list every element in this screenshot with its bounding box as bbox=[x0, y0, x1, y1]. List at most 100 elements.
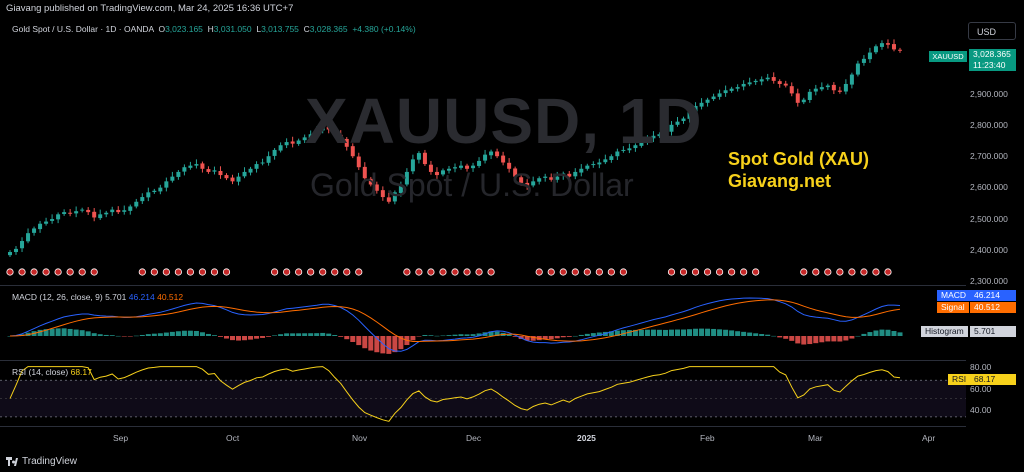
signal-axis-value: 40.512 bbox=[970, 302, 1016, 313]
macd-histogram-bar bbox=[290, 333, 296, 336]
low-key: L bbox=[256, 24, 262, 34]
macd-histogram-bar bbox=[656, 329, 662, 336]
watermark-name: Gold Spot / U.S. Dollar bbox=[310, 167, 634, 203]
close-value: 3,028.365 bbox=[309, 24, 348, 34]
legend-title: Gold Spot / U.S. Dollar · 1D · OANDA bbox=[12, 24, 154, 34]
economic-event-marker bbox=[715, 268, 724, 276]
candle-body bbox=[495, 151, 500, 157]
economic-event-marker bbox=[535, 268, 543, 276]
currency-button[interactable]: USD bbox=[968, 22, 1016, 40]
time-tick: 2025 bbox=[577, 433, 596, 443]
candle-body bbox=[867, 52, 872, 60]
candle-body bbox=[320, 126, 325, 131]
economic-event-marker bbox=[138, 268, 146, 276]
macd-histogram-bar bbox=[813, 336, 819, 344]
candle-body bbox=[663, 131, 668, 134]
candle-body bbox=[152, 190, 157, 193]
overlay-text: Spot Gold (XAU) Giavang.net bbox=[728, 148, 869, 192]
candle-body bbox=[573, 171, 578, 177]
macd-histogram-bar bbox=[476, 333, 482, 336]
candle-body bbox=[609, 156, 614, 160]
macd-histogram-bar bbox=[187, 330, 193, 336]
macd-histogram-bar bbox=[620, 330, 626, 336]
candle-body bbox=[248, 168, 253, 173]
macd-histogram-bar bbox=[217, 336, 223, 337]
economic-event-marker bbox=[90, 268, 98, 276]
macd-histogram-bar bbox=[242, 336, 248, 341]
pane-separator[interactable] bbox=[0, 360, 966, 361]
macd-histogram-bar bbox=[650, 329, 656, 336]
macd-histogram-bar bbox=[368, 336, 374, 351]
candle-body bbox=[747, 82, 752, 85]
economic-event-marker bbox=[283, 268, 291, 276]
macd-histogram-bar bbox=[350, 336, 356, 342]
candle-body bbox=[164, 181, 169, 188]
macd-histogram-bar bbox=[103, 334, 109, 336]
macd-histogram-bar bbox=[681, 329, 687, 336]
open-value: 3,023.165 bbox=[165, 24, 203, 34]
candle-body bbox=[795, 93, 800, 103]
macd-histogram-bar bbox=[338, 336, 344, 337]
economic-event-marker bbox=[583, 268, 591, 276]
candle-body bbox=[254, 164, 259, 169]
candle-body bbox=[783, 83, 788, 86]
price-tick: 2,700.000 bbox=[970, 151, 1008, 161]
candle-body bbox=[224, 175, 229, 179]
macd-histogram-bar bbox=[43, 329, 49, 336]
economic-event-marker bbox=[403, 268, 411, 276]
time-tick: Feb bbox=[700, 433, 715, 443]
watermark-symbol: XAUUSD, 1D bbox=[305, 85, 703, 157]
economic-event-marker bbox=[439, 268, 447, 276]
candle-body bbox=[104, 212, 109, 215]
macd-histogram-bar bbox=[542, 336, 548, 340]
macd-histogram-bar bbox=[133, 335, 139, 337]
macd-histogram-bar bbox=[777, 336, 783, 338]
economic-event-marker bbox=[619, 268, 627, 276]
macd-histogram-bar bbox=[614, 330, 620, 336]
economic-event-marker bbox=[415, 268, 423, 276]
pane-separator[interactable] bbox=[0, 285, 966, 286]
candle-body bbox=[519, 177, 524, 183]
economic-event-marker bbox=[427, 268, 435, 276]
macd-histogram-bar bbox=[308, 333, 314, 336]
macd-histogram-bar bbox=[73, 329, 79, 336]
economic-event-marker bbox=[42, 268, 50, 276]
open-key: O bbox=[158, 24, 166, 34]
economic-event-marker bbox=[174, 268, 182, 276]
economic-event-marker bbox=[559, 268, 567, 276]
economic-event-marker bbox=[872, 268, 880, 276]
candle-body bbox=[284, 142, 289, 146]
macd-histogram-bar bbox=[807, 336, 813, 345]
candle-body bbox=[777, 81, 782, 84]
macd-histogram-bar bbox=[320, 332, 326, 336]
macd-line-value: 46.214 bbox=[128, 292, 155, 302]
candle-body bbox=[489, 151, 494, 156]
economic-event-marker bbox=[547, 268, 555, 276]
candle-body bbox=[326, 126, 331, 130]
economic-event-marker bbox=[451, 268, 459, 276]
macd-histogram-bar bbox=[151, 333, 157, 336]
rsi-tick: 40.00 bbox=[970, 405, 992, 415]
candle-body bbox=[410, 159, 415, 172]
candle-body bbox=[122, 210, 127, 212]
macd-histogram-bar bbox=[446, 335, 452, 336]
economic-event-marker bbox=[331, 268, 339, 276]
macd-histogram-bar bbox=[554, 336, 560, 339]
macd-histogram-bar bbox=[626, 330, 632, 336]
macd-histogram-bar bbox=[464, 334, 470, 336]
price-tick: 2,600.000 bbox=[970, 182, 1008, 192]
candle-body bbox=[134, 201, 139, 207]
macd-histogram-bar bbox=[272, 335, 278, 336]
price-tag-symbol: XAUUSD bbox=[929, 51, 967, 62]
candle-body bbox=[278, 145, 283, 151]
candle-body bbox=[296, 140, 301, 144]
macd-histogram-bar bbox=[7, 336, 13, 337]
close-key: C bbox=[303, 24, 310, 34]
economic-event-marker bbox=[270, 268, 279, 276]
candle-body bbox=[38, 223, 43, 230]
macd-histogram-bar bbox=[109, 335, 115, 336]
candle-body bbox=[639, 142, 644, 146]
candle-body bbox=[392, 192, 397, 202]
candle-body bbox=[633, 145, 638, 149]
